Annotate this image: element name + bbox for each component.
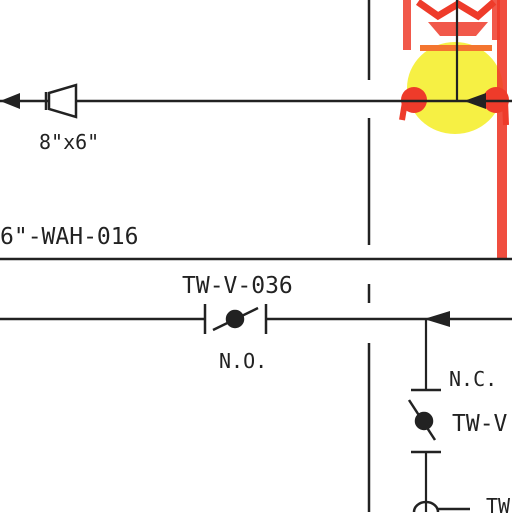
valve-state-label: N.C. — [449, 367, 498, 391]
arrow-left-icon — [464, 93, 486, 109]
red-leg-right — [502, 99, 509, 126]
line-tag-label: 6"-WAH-016 — [0, 224, 139, 250]
yellow-highlight — [407, 42, 503, 134]
component-tag-label: TW — [486, 494, 511, 518]
red-vertical-pipe — [497, 0, 507, 260]
arrow-left-icon — [0, 93, 20, 109]
valve-tag-label: TW-V — [452, 411, 508, 437]
bottom-component — [412, 500, 470, 512]
valve-no-symbol — [203, 304, 268, 334]
red-pipe-left — [403, 0, 411, 50]
red-leg-left — [399, 101, 408, 121]
valve-state-label: N.O. — [219, 349, 268, 373]
reducer-size-label: 8"x6" — [39, 130, 100, 154]
red-pipe-right — [492, 0, 500, 40]
reducer-symbol — [44, 83, 78, 119]
valve-nc-symbol — [407, 388, 441, 454]
valve-tag-label: TW-V-036 — [182, 273, 293, 299]
valve-actuator-icon — [225, 309, 245, 329]
reducer-icon — [47, 83, 78, 119]
highlight-markup — [399, 0, 509, 260]
flow-arrows — [0, 93, 486, 327]
valve-actuator-icon — [414, 411, 434, 431]
arrow-left-icon — [424, 311, 450, 327]
